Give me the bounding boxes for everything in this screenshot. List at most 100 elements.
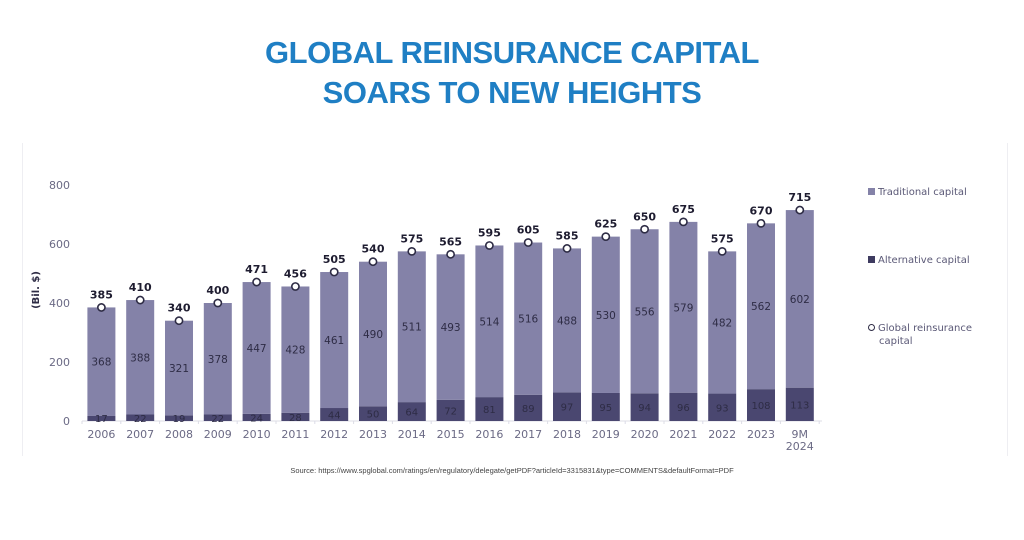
global-capital-value-label: 471 [245, 263, 268, 276]
bar-traditional [203, 303, 232, 415]
bar-alternative [591, 392, 620, 421]
x-tick-label: 2020 [631, 428, 659, 441]
x-tick-label: 2019 [592, 428, 620, 441]
labels: 368 17 385 2006 388 22 410 2007 321 19 340 2008 378 2… [87, 191, 813, 453]
y-axis-label: (Bil. $) [31, 271, 42, 309]
x-tick-label: 2017 [514, 428, 542, 441]
global-capital-value-label: 715 [788, 191, 811, 204]
global-capital-value-label: 595 [478, 226, 501, 239]
alternative-value-label: 95 [599, 403, 612, 414]
alternative-value-label: 97 [561, 403, 574, 414]
traditional-value-label: 378 [208, 354, 228, 366]
alternative-value-label: 64 [405, 408, 418, 419]
x-tick-label: 2007 [126, 428, 154, 441]
alternative-value-label: 113 [790, 400, 809, 411]
bar-alternative [397, 402, 426, 421]
chart-title-line-2: SOARS TO NEW HEIGHTS [322, 75, 702, 110]
x-tick-label-part: 2015 [437, 428, 465, 441]
x-tick-label-part: 2021 [669, 428, 697, 441]
bar-traditional [436, 254, 465, 400]
bar-traditional [359, 261, 387, 407]
global-capital-value-label: 625 [594, 218, 617, 231]
x-tick-label: 2018 [553, 428, 581, 441]
global-capital-marker [484, 241, 494, 250]
alternative-value-label: 22 [134, 414, 147, 425]
circle-marker-icon [868, 324, 875, 331]
global-capital-marker [640, 224, 649, 234]
bar-alternative [87, 415, 116, 421]
x-tick-label: 2021 [669, 428, 697, 441]
x-tick-label: 2006 [87, 428, 115, 441]
alternative-value-label: 24 [250, 413, 263, 424]
global-capital-value-label: 605 [517, 224, 540, 237]
y-tick-label: 200 [49, 356, 70, 369]
traditional-value-label: 562 [751, 301, 771, 313]
traditional-value-label: 321 [169, 363, 189, 375]
legend-global-label-1: Global reinsurance [878, 323, 973, 334]
x-tick-label-part: 2012 [320, 428, 348, 441]
global-capital-marker [562, 244, 572, 253]
global-capital-marker [290, 282, 300, 291]
bar-alternative [475, 397, 504, 421]
x-tick-label: 2023 [747, 428, 775, 441]
x-tick-label: 2015 [437, 428, 465, 441]
x-tick-label: 2014 [398, 428, 426, 441]
traditional-value-label: 511 [402, 322, 422, 334]
bar-traditional [514, 242, 543, 395]
bar-alternative [242, 413, 271, 421]
chart-panel [22, 143, 1008, 456]
traditional-value-label: 514 [479, 316, 499, 328]
alternative-swatch-icon [868, 256, 875, 263]
y-tick-label: 0 [63, 415, 70, 428]
x-tick-label-part: 2006 [87, 428, 115, 441]
bar-alternative [669, 392, 698, 421]
x-tick-label: 2009 [204, 428, 232, 441]
global-capital-value-label: 410 [129, 281, 152, 294]
traditional-value-label: 428 [285, 345, 305, 357]
alternative-value-label: 72 [444, 406, 457, 417]
x-tick-label: 2022 [708, 428, 736, 441]
x-tick-label-part: 2011 [281, 428, 309, 441]
global-capital-marker [368, 257, 378, 267]
x-tick-label: 2016 [475, 428, 503, 441]
global-capital-value-label: 575 [400, 232, 423, 245]
bar-alternative [165, 415, 193, 421]
legend-global: Global reinsurance capital [868, 322, 972, 348]
global-capital-marker [252, 277, 261, 287]
global-capital-marker [174, 316, 184, 326]
x-tick-label: 2010 [243, 428, 271, 441]
traditional-value-label: 447 [247, 343, 267, 355]
global-capital-value-label: 505 [323, 253, 346, 266]
x-tick-label: 2013 [359, 428, 387, 441]
bar-alternative [747, 389, 775, 421]
global-capital-value-label: 385 [90, 288, 113, 301]
global-capital-marker [135, 295, 145, 305]
bar-alternative [126, 414, 155, 421]
x-tick-label: 9M 2024 [786, 428, 814, 453]
global-capital-value-label: 585 [556, 229, 579, 242]
bar-traditional [747, 223, 775, 390]
x-tick-label: 2008 [165, 428, 193, 441]
traditional-value-label: 556 [635, 306, 655, 318]
legend-traditional: Traditional capital [868, 187, 967, 198]
alternative-value-label: 89 [522, 404, 535, 415]
bar-traditional [165, 320, 193, 416]
legend-alternative-label: Alternative capital [878, 255, 970, 266]
global-capital-marker [795, 205, 805, 215]
traditional-value-label: 490 [363, 329, 383, 341]
bar-traditional [475, 245, 504, 398]
x-tick-label-part: 2009 [204, 428, 232, 441]
bar-traditional [785, 210, 814, 388]
bars [81, 210, 820, 424]
global-capital-value-label: 650 [633, 210, 656, 223]
bar-traditional [320, 272, 349, 409]
traditional-value-label: 461 [324, 335, 344, 347]
global-capital-marker [407, 246, 417, 256]
traditional-value-label: 488 [557, 315, 577, 327]
x-tick-label: 2012 [320, 428, 348, 441]
chart-title-line-1: GLOBAL REINSURANCE CAPITAL [265, 35, 759, 70]
global-capital-value-label: 540 [362, 243, 385, 256]
global-capital-marker [329, 267, 339, 277]
x-tick-label: 2011 [281, 428, 309, 441]
alternative-value-label: 94 [638, 403, 651, 414]
